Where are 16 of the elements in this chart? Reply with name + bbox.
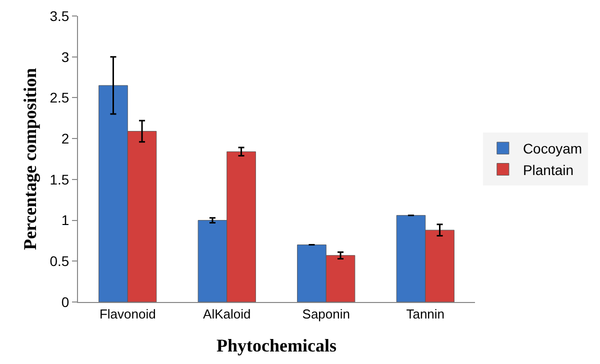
- y-tick-label: 2.5: [50, 90, 70, 106]
- legend-label: Plantain: [522, 162, 574, 178]
- y-tick-label: 2: [61, 130, 70, 146]
- y-tick-label: 0.5: [50, 253, 70, 270]
- y-tick-label: 3: [61, 48, 70, 65]
- x-axis-title: Phytochemicals: [216, 336, 336, 356]
- legend-label: Cocoyam: [522, 140, 582, 157]
- y-tick-label: 0: [61, 294, 70, 310]
- y-axis-title: Percentage composition: [20, 68, 40, 250]
- y-tick-label: 3.5: [50, 8, 70, 24]
- y-tick-label: 1: [61, 212, 70, 228]
- x-tick-label: Tannin: [406, 306, 445, 322]
- x-tick-label: Saponin: [302, 306, 350, 322]
- y-tick-label: 1.5: [50, 171, 70, 188]
- x-tick-label: AlKaloid: [203, 306, 251, 322]
- x-tick-label: Flavonoid: [99, 306, 156, 322]
